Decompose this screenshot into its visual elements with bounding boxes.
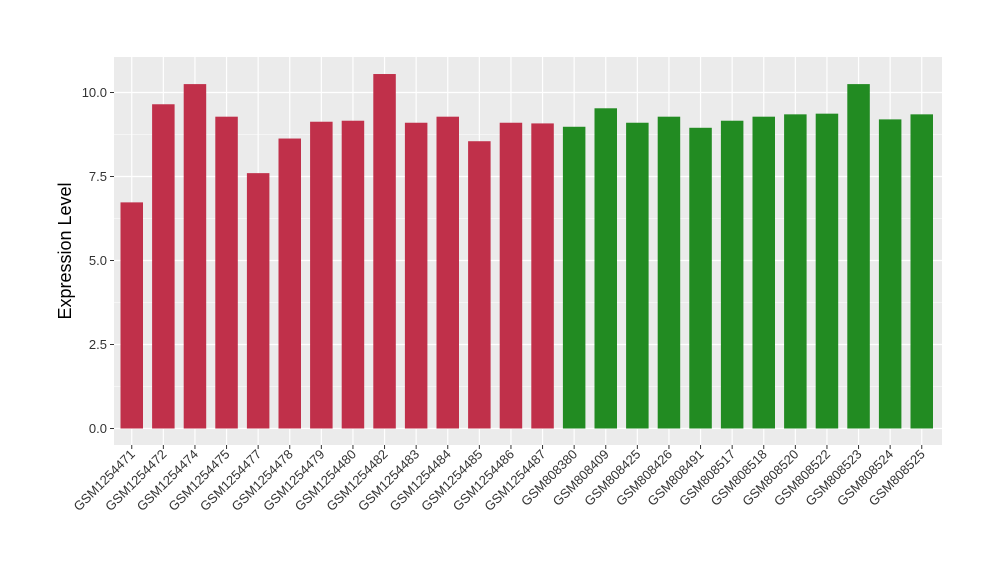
bar-GSM1254487 bbox=[531, 123, 554, 429]
bar-GSM1254486 bbox=[499, 122, 523, 429]
bar-GSM808520 bbox=[784, 114, 807, 429]
bar-GSM1254480 bbox=[341, 120, 365, 429]
bar-GSM1254485 bbox=[468, 141, 491, 429]
bar-GSM808425 bbox=[626, 122, 649, 429]
bar-GSM1254479 bbox=[310, 121, 333, 429]
bar-GSM808491 bbox=[689, 127, 712, 429]
bar-GSM1254472 bbox=[152, 104, 175, 429]
bar-GSM808518 bbox=[752, 116, 775, 429]
x-axis: GSM1254471GSM1254472GSM1254474GSM1254475… bbox=[71, 445, 928, 514]
bars bbox=[120, 74, 933, 429]
bar-GSM808522 bbox=[815, 113, 839, 429]
bar-GSM808524 bbox=[878, 119, 902, 429]
y-tick-label: 0.0 bbox=[89, 421, 107, 436]
bar-GSM808380 bbox=[562, 126, 586, 429]
bar-GSM1254484 bbox=[436, 116, 459, 429]
bar-GSM1254483 bbox=[404, 122, 428, 429]
bar-GSM1254471 bbox=[120, 202, 143, 429]
y-tick-label: 7.5 bbox=[89, 169, 107, 184]
y-axis: 0.0 2.5 5.0 7.5 10.0 bbox=[82, 85, 114, 436]
y-axis-title: Expression Level bbox=[55, 182, 75, 319]
bar-GSM808409 bbox=[594, 108, 617, 429]
bar-GSM808525 bbox=[910, 114, 933, 429]
y-tick-label: 5.0 bbox=[89, 253, 107, 268]
bar-GSM808517 bbox=[720, 120, 744, 429]
bar-GSM808426 bbox=[657, 116, 681, 429]
bar-GSM1254475 bbox=[215, 116, 238, 429]
bar-GSM1254477 bbox=[246, 173, 270, 429]
bar-GSM1254482 bbox=[373, 74, 396, 429]
bar-GSM808523 bbox=[847, 84, 870, 429]
y-tick-label: 2.5 bbox=[89, 337, 107, 352]
y-tick-label: 10.0 bbox=[82, 85, 107, 100]
bar-GSM1254478 bbox=[278, 138, 301, 429]
bar-GSM1254474 bbox=[183, 84, 207, 429]
